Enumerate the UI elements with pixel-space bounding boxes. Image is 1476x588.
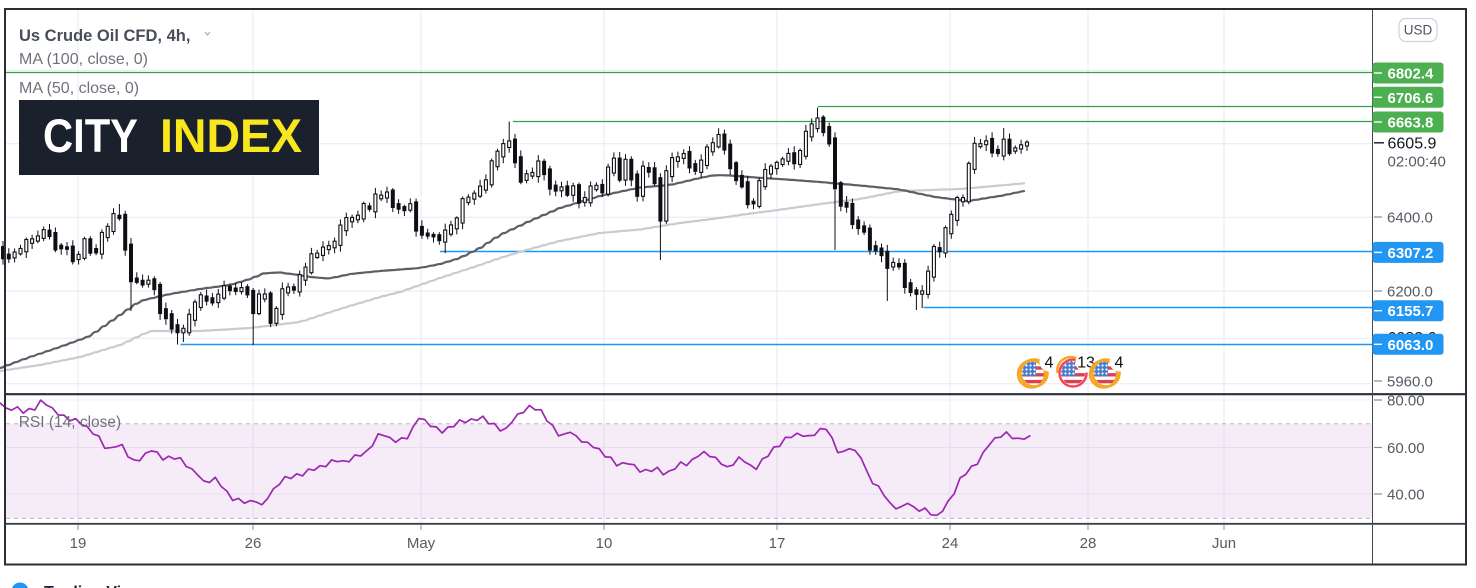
svg-text:6307.2: 6307.2 [1388,245,1434,262]
svg-text:6200.0: 6200.0 [1387,284,1433,301]
svg-text:MA (100, close, 0): MA (100, close, 0) [19,51,148,68]
svg-text:6605.9: 6605.9 [1388,135,1437,152]
svg-text:10: 10 [596,535,613,552]
svg-text:May: May [407,535,436,552]
svg-text:6063.0: 6063.0 [1388,337,1434,354]
svg-text:26: 26 [245,535,262,552]
svg-text:MA (50, close, 0): MA (50, close, 0) [19,80,139,97]
svg-text:6706.6: 6706.6 [1388,90,1434,107]
svg-text:INDEX: INDEX [160,109,302,162]
svg-text:28: 28 [1080,535,1097,552]
svg-text:RSI (14, close): RSI (14, close) [19,414,122,431]
svg-text:80.00: 80.00 [1387,393,1425,410]
svg-text:4: 4 [1115,355,1124,372]
svg-text:6663.8: 6663.8 [1388,115,1434,132]
svg-text:Jun: Jun [1212,535,1236,552]
svg-text:19: 19 [70,535,87,552]
svg-text:CITY: CITY [43,109,138,162]
svg-text:02:00:40: 02:00:40 [1388,154,1446,171]
svg-text:40.00: 40.00 [1387,487,1425,504]
svg-text:Trading Vi: Trading Vi [44,584,121,588]
svg-text:6802.4: 6802.4 [1388,66,1435,83]
svg-text:4: 4 [1045,355,1054,372]
svg-text:USD: USD [1404,23,1433,38]
svg-text:6155.7: 6155.7 [1388,303,1434,320]
svg-text:5960.0: 5960.0 [1387,374,1433,391]
svg-text:60.00: 60.00 [1387,440,1425,457]
svg-text:24: 24 [942,535,959,552]
svg-text:Us Crude Oil CFD, 4h,: Us Crude Oil CFD, 4h, [19,27,190,45]
svg-text:6400.0: 6400.0 [1387,210,1433,227]
svg-text:17: 17 [769,535,786,552]
